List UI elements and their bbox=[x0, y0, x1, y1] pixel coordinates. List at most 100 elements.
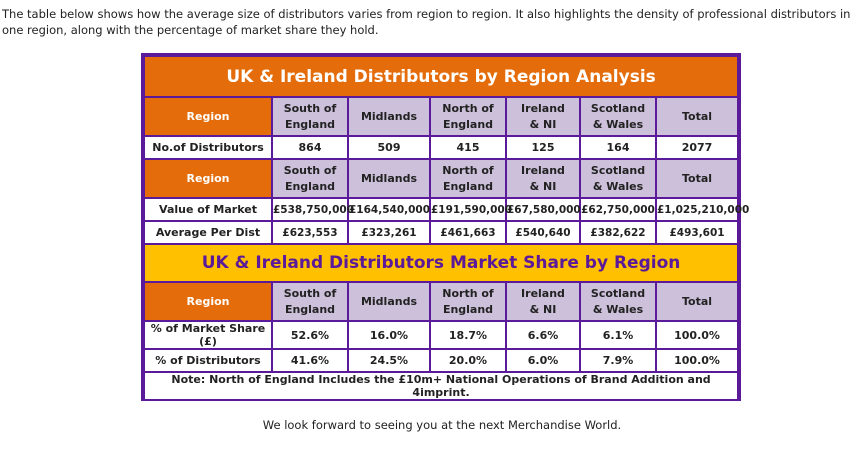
value-cell: 6.1% bbox=[581, 322, 655, 348]
column-header-line2: England bbox=[442, 302, 494, 316]
region-header-cell: Region bbox=[145, 98, 271, 135]
column-header-cell: Midlands bbox=[349, 283, 429, 320]
column-header-line2: & Wales bbox=[592, 117, 644, 131]
column-header-cell: Midlands bbox=[349, 160, 429, 197]
value-cell: 415 bbox=[431, 137, 505, 158]
column-header-line2: & Wales bbox=[592, 179, 644, 193]
column-header-cell: South of England bbox=[273, 98, 347, 135]
column-header-line1: Total bbox=[682, 109, 713, 123]
value-cell: £67,580,000 bbox=[507, 199, 581, 220]
column-header-cell: Scotland & Wales bbox=[581, 98, 655, 135]
column-header-cell: South of England bbox=[273, 160, 347, 197]
column-header-line2: & NI bbox=[529, 302, 557, 316]
column-header-line1: Midlands bbox=[360, 171, 418, 185]
value-cell: 100.0% bbox=[657, 350, 738, 371]
column-header-line1: South of bbox=[283, 101, 337, 115]
value-cell: 16.0% bbox=[349, 322, 429, 348]
row-label-cell: Average Per Dist bbox=[145, 222, 271, 243]
value-cell: 2077 bbox=[657, 137, 738, 158]
column-header-line1: Scotland bbox=[590, 101, 646, 115]
column-header-line1: Total bbox=[682, 294, 713, 308]
value-cell: 509 bbox=[349, 137, 429, 158]
column-header-cell: Scotland & Wales bbox=[581, 160, 655, 197]
value-cell: £540,640 bbox=[507, 222, 579, 243]
market-share-title: UK & Ireland Distributors Market Share b… bbox=[145, 245, 738, 281]
column-header-cell: Ireland & NI bbox=[507, 283, 579, 320]
column-header-line1: North of bbox=[442, 101, 494, 115]
column-header-cell: Total bbox=[657, 283, 738, 320]
value-cell: 164 bbox=[581, 137, 655, 158]
value-cell: £382,622 bbox=[581, 222, 655, 243]
column-header-line1: Total bbox=[682, 171, 713, 185]
column-header-line1: Scotland bbox=[590, 163, 646, 177]
market-share-header-row: Region South of England Midlands North of Eng… bbox=[145, 283, 738, 320]
column-header-line2: England bbox=[442, 179, 494, 193]
column-header-line2: England bbox=[284, 302, 336, 316]
column-header-line1: North of bbox=[442, 163, 494, 177]
row-label-cell: No.of Distributors bbox=[145, 137, 271, 158]
region-header-row: Region South of England Midlands North of Eng… bbox=[145, 98, 738, 135]
row-label-cell: % of Distributors bbox=[145, 350, 271, 371]
column-header-cell: Scotland & Wales bbox=[581, 283, 655, 320]
distributors-table-frame: UK & Ireland Distributors by Region Anal… bbox=[141, 53, 749, 401]
value-cell: £538,750,000 bbox=[273, 199, 354, 220]
value-cell: 100.0% bbox=[657, 322, 738, 348]
column-header-line1: Midlands bbox=[360, 294, 418, 308]
table-row: Value of Market £538,750,000 £164,540,000 £… bbox=[145, 199, 749, 220]
value-cell: £493,601 bbox=[657, 222, 738, 243]
value-cell: 52.6% bbox=[273, 322, 347, 348]
region-header-cell: Region bbox=[145, 283, 271, 320]
column-header-cell: Total bbox=[657, 160, 738, 197]
column-header-cell: Ireland & NI bbox=[507, 160, 579, 197]
market-share-title-text: UK & Ireland Distributors Market Share b… bbox=[145, 245, 738, 281]
column-header-line2: & Wales bbox=[592, 302, 644, 316]
value-cell: £191,590,000 bbox=[431, 199, 512, 220]
value-cell: 6.6% bbox=[507, 322, 579, 348]
column-header-line2: England bbox=[284, 179, 336, 193]
region-header-row-2: Region South of England Midlands North of Eng… bbox=[145, 160, 738, 197]
row-label-cell: Value of Market bbox=[145, 199, 271, 220]
region-analysis-title: UK & Ireland Distributors by Region Anal… bbox=[145, 57, 738, 96]
value-cell: £461,663 bbox=[431, 222, 505, 243]
column-header-line2: England bbox=[442, 117, 494, 131]
intro-paragraph: The table below shows how the average si… bbox=[2, 7, 851, 37]
region-analysis-title-text: UK & Ireland Distributors by Region Anal… bbox=[145, 57, 738, 96]
column-header-line1: North of bbox=[442, 286, 494, 300]
column-header-line1: Midlands bbox=[360, 109, 418, 123]
value-cell: 864 bbox=[273, 137, 347, 158]
column-header-cell: North of England bbox=[431, 283, 505, 320]
note-row: Note: North of England Includes the £10m… bbox=[145, 373, 738, 399]
column-header-cell: North of England bbox=[431, 98, 505, 135]
column-header-line1: South of bbox=[283, 163, 337, 177]
value-cell: £1,025,210,000 bbox=[657, 199, 749, 220]
distributors-table: UK & Ireland Distributors by Region Anal… bbox=[143, 55, 749, 401]
value-cell: 7.9% bbox=[581, 350, 655, 371]
column-header-cell: Total bbox=[657, 98, 738, 135]
table-row: Average Per Dist £623,553 £323,261 £461,663… bbox=[145, 222, 738, 243]
column-header-line1: South of bbox=[283, 286, 337, 300]
column-header-line1: Ireland bbox=[521, 101, 565, 115]
column-header-line2: & NI bbox=[529, 179, 557, 193]
table-row: % of Market Share (£) 52.6% 16.0% 18.7% 6.6%… bbox=[145, 322, 738, 348]
column-header-cell: South of England bbox=[273, 283, 347, 320]
table-row: % of Distributors 41.6% 24.5% 20.0% 6.0% 7.9%… bbox=[145, 350, 738, 371]
value-cell: £323,261 bbox=[349, 222, 429, 243]
value-cell: 24.5% bbox=[349, 350, 429, 371]
value-cell: £623,553 bbox=[273, 222, 347, 243]
value-cell: 18.7% bbox=[431, 322, 505, 348]
column-header-line1: Ireland bbox=[521, 163, 565, 177]
row-label-cell: % of Market Share (£) bbox=[145, 322, 271, 348]
region-header-cell: Region bbox=[145, 160, 271, 197]
note-text: Note: North of England Includes the £10m… bbox=[145, 373, 738, 399]
closing-sentence: We look forward to seeing you at the nex… bbox=[262, 418, 622, 432]
column-header-cell: Ireland & NI bbox=[507, 98, 579, 135]
value-cell: £164,540,000 bbox=[349, 199, 430, 220]
column-header-line2: & NI bbox=[529, 117, 557, 131]
value-cell: 41.6% bbox=[273, 350, 347, 371]
column-header-line1: Ireland bbox=[521, 286, 565, 300]
column-header-line1: Scotland bbox=[590, 286, 646, 300]
value-cell: 20.0% bbox=[431, 350, 505, 371]
column-header-cell: North of England bbox=[431, 160, 505, 197]
value-cell: 6.0% bbox=[507, 350, 579, 371]
table-row: No.of Distributors 864 509 415 125 164 2077 bbox=[145, 137, 738, 158]
